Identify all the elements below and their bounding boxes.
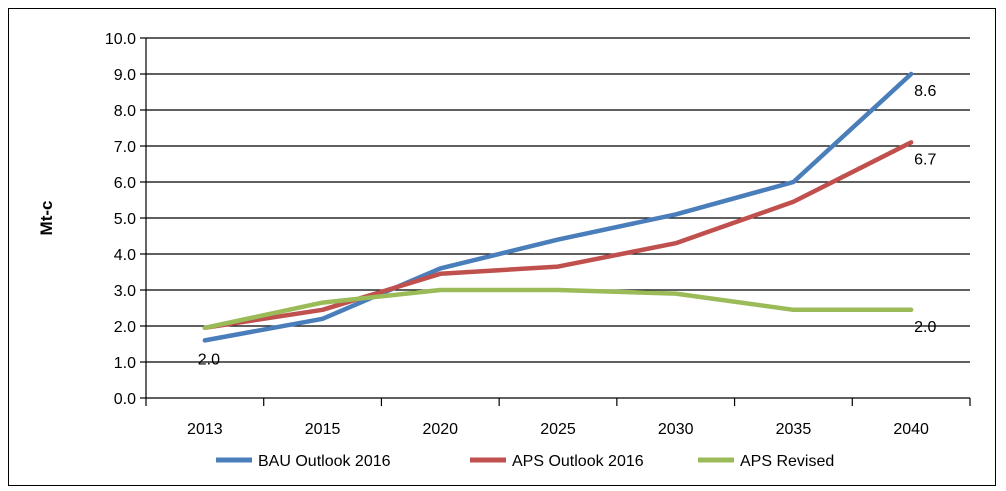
series-line: [202, 71, 914, 343]
y-tick-label: 3.0: [114, 283, 136, 300]
y-tick-label: 10.0: [105, 31, 136, 48]
legend-label: BAU Outlook 2016: [258, 453, 391, 470]
series-line: [202, 140, 914, 331]
x-tick-label: 2015: [305, 421, 341, 438]
y-tick-labels: 0.0 1.0 2.0 3.0 4.0 5.0 6.0 7.0 8.0 9.0 10.0: [105, 31, 136, 408]
x-tick-label: 2035: [776, 421, 812, 438]
legend: BAU Outlook 2016 APS Outlook 2016 APS Revi…: [216, 453, 834, 470]
data-labels: 2.0 8.6 6.7 2.0: [198, 83, 937, 368]
legend-label: APS Revised: [740, 453, 834, 470]
x-tick-label: 2030: [658, 421, 694, 438]
series-line: [202, 287, 914, 331]
x-tick-label: 2020: [422, 421, 458, 438]
x-tick-label: 2040: [893, 421, 929, 438]
y-tick-label: 2.0: [114, 319, 136, 336]
data-label: 2.0: [198, 351, 220, 368]
y-tick-label: 4.0: [114, 247, 136, 264]
y-tick-label: 7.0: [114, 139, 136, 156]
y-tick-label: 1.0: [114, 355, 136, 372]
data-label: 8.6: [914, 83, 936, 100]
y-tick-label: 0.0: [114, 391, 136, 408]
y-tick-label: 6.0: [114, 175, 136, 192]
axes: [140, 37, 971, 406]
y-axis-label: Mt-c: [37, 201, 56, 236]
y-tick-label: 9.0: [114, 67, 136, 84]
legend-label: APS Outlook 2016: [512, 453, 644, 470]
y-tick-label: 8.0: [114, 103, 136, 120]
y-tick-label: 5.0: [114, 211, 136, 228]
series-lines: [202, 71, 914, 343]
data-label: 2.0: [914, 319, 936, 336]
chart-frame: [8, 8, 996, 486]
x-tick-label: 2013: [187, 421, 223, 438]
x-tick-label: 2025: [540, 421, 576, 438]
gridlines: [146, 37, 970, 399]
data-label: 6.7: [914, 151, 936, 168]
x-tick-labels: 2013 2015 2020 2025 2030 2035 2040: [187, 421, 929, 438]
